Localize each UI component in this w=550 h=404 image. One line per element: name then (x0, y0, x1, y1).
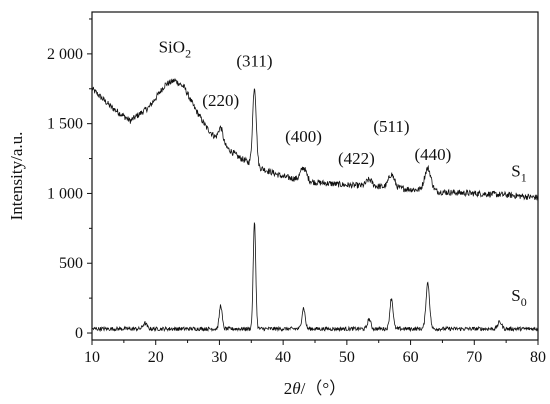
x-tick-label: 20 (148, 349, 164, 366)
peak-annotation: (311) (236, 51, 272, 70)
plot-frame (91, 11, 539, 341)
x-axis-title-suffix: /（°） (301, 379, 347, 398)
series-label-sub: 1 (521, 171, 527, 185)
y-tick-label: 500 (59, 255, 83, 272)
y-tick-label: 1 000 (47, 185, 83, 202)
series-label-main: S (511, 162, 520, 181)
x-axis-title-prefix: 2 (284, 379, 293, 398)
x-tick-label: 10 (84, 349, 100, 366)
x-axis-title-theta: θ (292, 379, 300, 398)
series-label-main: S (511, 286, 520, 305)
x-tick-label: 60 (403, 349, 419, 366)
peak-annotation: (400) (285, 127, 322, 146)
peak-annotation-main: (440) (414, 145, 451, 164)
peak-annotation: (220) (202, 91, 239, 110)
peak-annotation-main: (220) (202, 91, 239, 110)
peak-annotation-main: (422) (338, 149, 375, 168)
peak-annotation-main: (311) (236, 51, 272, 70)
series-label: S0 (511, 286, 526, 309)
x-axis-title: 2θ/（°） (284, 379, 346, 398)
peak-annotation-main: (511) (373, 117, 409, 136)
peak-annotation: SiO2 (159, 37, 191, 60)
x-tick-label: 80 (530, 349, 546, 366)
peak-annotation: (422) (338, 149, 375, 168)
y-tick-label: 1 500 (47, 116, 83, 133)
series-layer (91, 77, 539, 333)
x-tick-label: 30 (211, 349, 227, 366)
y-axis-title: Intensity/a.u. (7, 132, 26, 221)
x-tick-label: 50 (339, 349, 355, 366)
x-tick-label: 70 (466, 349, 482, 366)
peak-annotation-main: SiO (159, 37, 185, 56)
peak-annotation-sub: 2 (185, 46, 191, 60)
x-tick-label: 40 (275, 349, 291, 366)
series-0-line (91, 77, 539, 201)
series-1-line (91, 222, 539, 333)
peak-annotation: (511) (373, 117, 409, 136)
peak-annotation: (440) (414, 145, 451, 164)
series-label-sub: 0 (521, 295, 527, 309)
y-tick-label: 2 000 (47, 46, 83, 63)
series-label: S1 (511, 162, 526, 185)
peak-annotation-main: (400) (285, 127, 322, 146)
y-tick-label: 0 (75, 325, 83, 342)
